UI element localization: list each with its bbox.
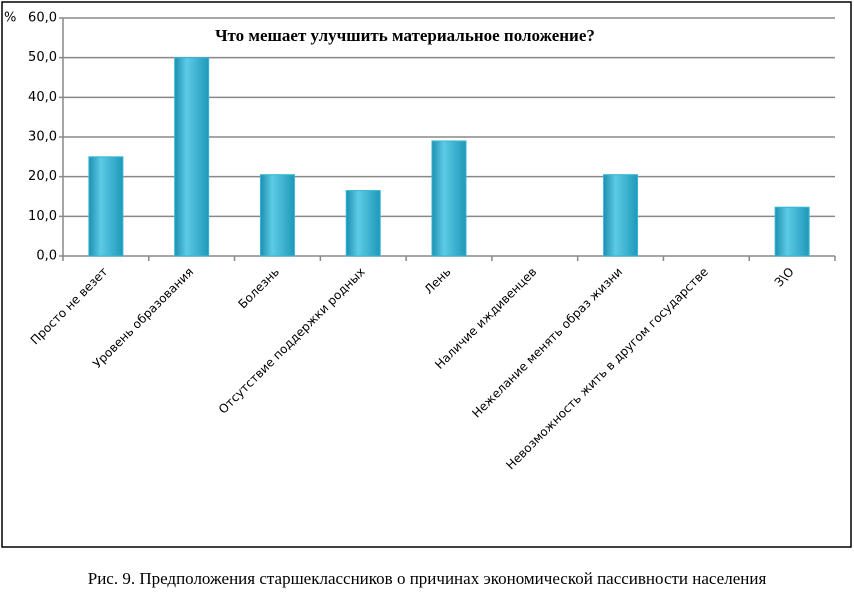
caption: Рис. 9. Предположения старшеклассников о… xyxy=(88,569,767,588)
y-tick-label: 0,0 xyxy=(36,249,57,264)
bar xyxy=(774,206,810,257)
y-tick-label: 20,0 xyxy=(28,169,57,184)
y-tick-label: 60,0 xyxy=(28,11,57,26)
y-tick-label: 10,0 xyxy=(28,209,57,224)
y-axis-label: % xyxy=(4,11,16,26)
chart-title: Что мешает улучшить материальное положен… xyxy=(215,26,595,45)
y-tick-label: 40,0 xyxy=(28,90,57,105)
bar xyxy=(174,57,210,257)
bar xyxy=(259,174,295,257)
y-tick-label: 50,0 xyxy=(28,50,57,65)
chart-frame xyxy=(1,1,852,548)
bar xyxy=(603,174,639,257)
y-tick-label: 30,0 xyxy=(28,130,57,145)
bar xyxy=(431,140,467,257)
bar xyxy=(345,190,381,257)
bar xyxy=(88,156,124,257)
